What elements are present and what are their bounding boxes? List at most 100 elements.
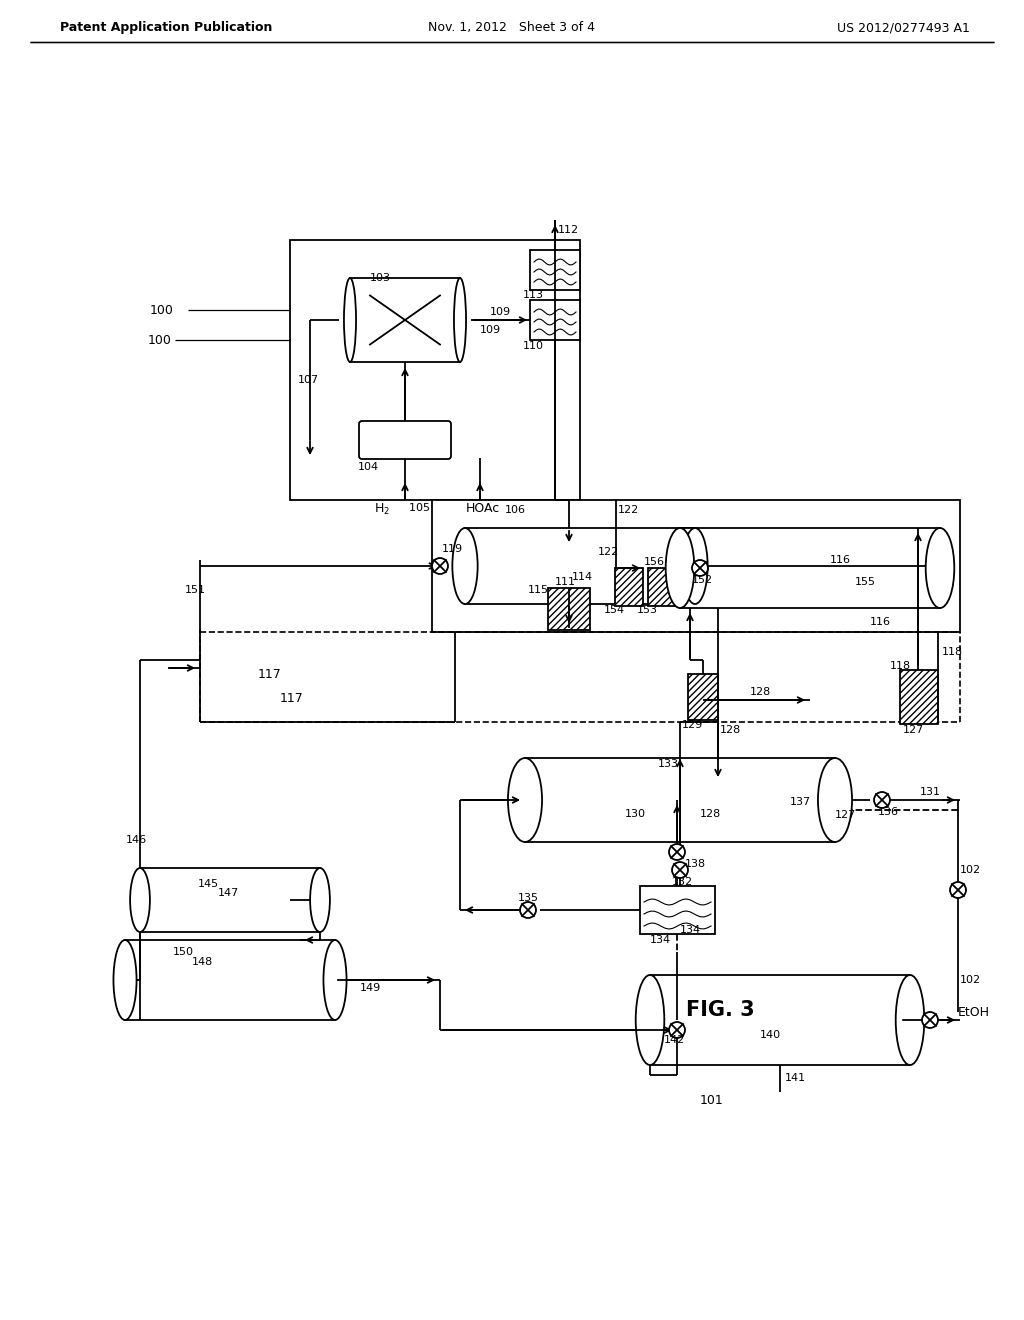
Text: 142: 142 xyxy=(664,1035,685,1045)
Text: 134: 134 xyxy=(650,935,671,945)
Text: 109: 109 xyxy=(480,325,501,335)
Bar xyxy=(125,940,335,1020)
Text: 107: 107 xyxy=(298,375,319,385)
Circle shape xyxy=(922,1012,938,1028)
Bar xyxy=(290,240,580,500)
Text: 128: 128 xyxy=(700,809,721,818)
Bar xyxy=(360,422,450,458)
Ellipse shape xyxy=(682,528,708,605)
Text: 110: 110 xyxy=(523,341,544,351)
Text: 102: 102 xyxy=(961,865,981,875)
Text: 115: 115 xyxy=(528,585,549,595)
Bar xyxy=(640,886,715,935)
Text: 152: 152 xyxy=(692,576,713,585)
Text: 147: 147 xyxy=(218,888,240,898)
Circle shape xyxy=(669,1022,685,1038)
Text: 130: 130 xyxy=(625,809,646,818)
Text: H: H xyxy=(375,502,384,515)
Text: 118: 118 xyxy=(942,647,964,657)
Bar xyxy=(688,675,718,719)
Text: 127: 127 xyxy=(835,810,856,820)
Text: 117: 117 xyxy=(258,668,282,681)
Text: FIG. 3: FIG. 3 xyxy=(686,1001,755,1020)
Text: 101: 101 xyxy=(700,1093,724,1106)
Bar xyxy=(432,500,961,632)
Circle shape xyxy=(520,902,536,917)
Text: 133: 133 xyxy=(658,759,679,770)
Ellipse shape xyxy=(818,758,852,842)
Text: Nov. 1, 2012   Sheet 3 of 4: Nov. 1, 2012 Sheet 3 of 4 xyxy=(428,21,596,34)
Text: 149: 149 xyxy=(360,983,381,993)
Text: 100: 100 xyxy=(150,304,174,317)
Circle shape xyxy=(692,560,708,576)
Text: 154: 154 xyxy=(604,605,625,615)
Text: 116: 116 xyxy=(870,616,891,627)
Circle shape xyxy=(874,792,890,808)
Bar xyxy=(530,300,580,341)
Text: 100: 100 xyxy=(148,334,172,346)
Ellipse shape xyxy=(310,869,330,932)
Ellipse shape xyxy=(508,758,542,842)
Ellipse shape xyxy=(636,975,665,1065)
Ellipse shape xyxy=(114,940,136,1020)
Text: 131: 131 xyxy=(920,787,941,797)
Text: 105: 105 xyxy=(395,503,430,513)
Text: 117: 117 xyxy=(280,692,304,705)
Text: 113: 113 xyxy=(523,290,544,300)
Text: EtOH: EtOH xyxy=(958,1006,990,1019)
Bar xyxy=(900,671,938,723)
Bar xyxy=(650,975,910,1065)
Text: 156: 156 xyxy=(644,557,665,568)
Text: 138: 138 xyxy=(685,859,707,869)
Circle shape xyxy=(672,862,688,878)
Text: 135: 135 xyxy=(518,894,539,903)
Bar xyxy=(350,279,460,362)
Text: 150: 150 xyxy=(173,946,194,957)
Bar xyxy=(615,568,643,606)
Text: 151: 151 xyxy=(185,585,206,595)
Text: HOAc: HOAc xyxy=(466,502,501,515)
Ellipse shape xyxy=(453,528,477,605)
Text: 128: 128 xyxy=(750,686,771,697)
Text: 104: 104 xyxy=(358,462,379,473)
Bar xyxy=(140,869,319,932)
Ellipse shape xyxy=(130,869,150,932)
Bar xyxy=(548,587,590,630)
Circle shape xyxy=(950,882,966,898)
Ellipse shape xyxy=(344,279,356,362)
Text: 122: 122 xyxy=(618,506,639,515)
Bar xyxy=(530,249,580,290)
Text: 116: 116 xyxy=(830,554,851,565)
Text: 129: 129 xyxy=(682,719,703,730)
Text: 155: 155 xyxy=(855,577,876,587)
Bar xyxy=(525,758,835,842)
Text: 145: 145 xyxy=(198,879,219,888)
Text: 111: 111 xyxy=(555,577,575,587)
Text: 136: 136 xyxy=(878,807,899,817)
Text: 103: 103 xyxy=(370,273,391,282)
Text: 153: 153 xyxy=(637,605,658,615)
Text: 119: 119 xyxy=(442,544,463,554)
Text: 109: 109 xyxy=(490,308,511,317)
Text: 134: 134 xyxy=(680,925,701,935)
Text: 140: 140 xyxy=(760,1030,781,1040)
Bar xyxy=(648,568,676,606)
Ellipse shape xyxy=(454,279,466,362)
Text: Patent Application Publication: Patent Application Publication xyxy=(60,21,272,34)
Ellipse shape xyxy=(666,528,694,609)
Text: 128: 128 xyxy=(720,725,741,735)
Text: 118: 118 xyxy=(890,661,911,671)
Bar xyxy=(465,528,695,605)
Text: 148: 148 xyxy=(193,957,213,968)
Ellipse shape xyxy=(926,528,954,609)
Text: 114: 114 xyxy=(572,572,593,582)
Ellipse shape xyxy=(324,940,346,1020)
FancyBboxPatch shape xyxy=(359,421,451,459)
Text: 127: 127 xyxy=(903,725,925,735)
Circle shape xyxy=(669,843,685,861)
Text: US 2012/0277493 A1: US 2012/0277493 A1 xyxy=(838,21,970,34)
Text: 2: 2 xyxy=(383,507,388,516)
Text: 106: 106 xyxy=(505,506,526,515)
Bar xyxy=(680,528,940,609)
Text: 132: 132 xyxy=(672,876,693,887)
